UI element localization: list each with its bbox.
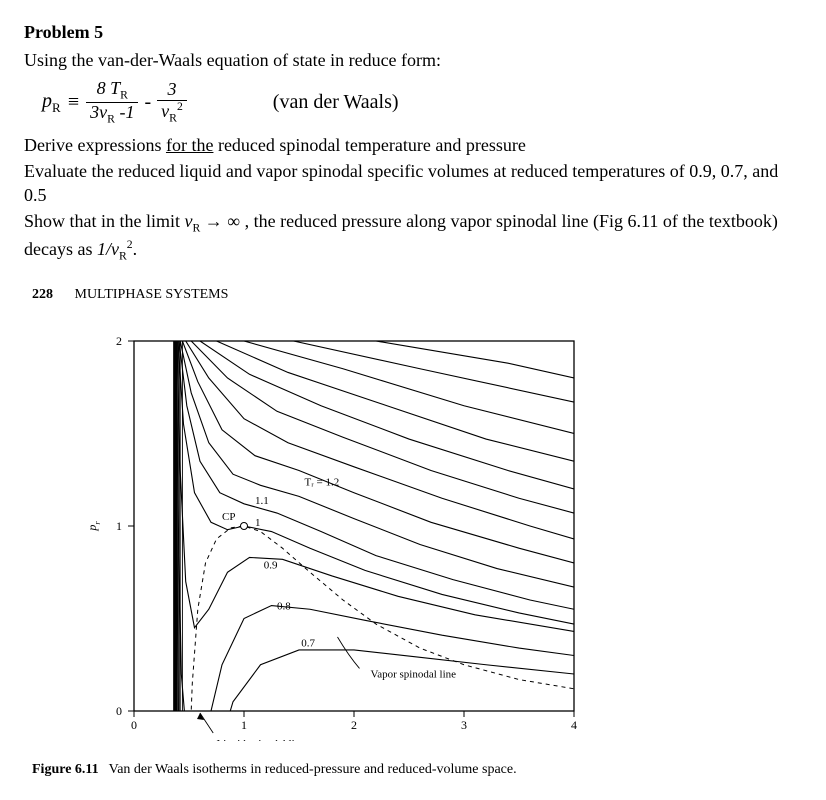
svg-text:3: 3 [461,718,467,732]
section-title: MULTIPHASE SYSTEMS [75,287,229,302]
eq-frac1: 8 TR 3vR -1 [86,79,138,127]
svg-text:2: 2 [351,718,357,732]
svg-text:1.1: 1.1 [255,495,269,507]
svg-text:4: 4 [571,718,577,732]
svg-text:CP: CP [222,511,235,523]
svg-text:Liquid spinodal line: Liquid spinodal line [217,738,306,741]
eq-lhs: pR [42,88,61,117]
section-header: 228 MULTIPHASE SYSTEMS [32,286,802,305]
eq-minus: - [144,89,151,116]
svg-text:0: 0 [116,704,122,718]
svg-text:1: 1 [241,718,247,732]
svg-text:2: 2 [116,334,122,348]
svg-text:vr: vr [350,736,359,741]
svg-text:Tᵣ = 1.2: Tᵣ = 1.2 [305,476,340,488]
eq-label: (van der Waals) [193,89,399,116]
figure-6-11: 0 1 2 3 4 0 1 2 vr pr 0.7 0.8 0.9 1 1.1 Tᵣ = 1.2 CP Vapor… [64,311,802,747]
problem-line1: Derive expressions for the reduced spino… [24,133,802,157]
svg-text:1: 1 [255,517,261,529]
svg-text:pr: pr [85,521,102,532]
figure-caption: Figure 6.11Van der Waals isotherms in re… [32,761,802,780]
eq-frac2: 3 vR2 [157,80,187,125]
problem-line3: Show that in the limit vR → ∞ , the redu… [24,209,802,264]
problem-intro: Using the van-der-Waals equation of stat… [24,48,802,72]
svg-text:0.8: 0.8 [277,600,291,612]
page-number: 228 [32,287,53,302]
problem-line2: Evaluate the reduced liquid and vapor sp… [24,159,802,208]
vdw-chart: 0 1 2 3 4 0 1 2 vr pr 0.7 0.8 0.9 1 1.1 Tᵣ = 1.2 CP Vapor… [64,311,584,741]
problem-title: Problem 5 [24,20,802,44]
svg-text:0: 0 [131,718,137,732]
svg-text:0.7: 0.7 [301,637,315,649]
svg-text:0.9: 0.9 [264,560,278,572]
svg-text:Vapor spinodal line: Vapor spinodal line [371,669,457,681]
eq-equiv: ≡ [67,89,81,116]
vdw-equation: pR ≡ 8 TR 3vR -1 - 3 vR2 (van der Waals) [42,79,802,127]
svg-text:1: 1 [116,519,122,533]
